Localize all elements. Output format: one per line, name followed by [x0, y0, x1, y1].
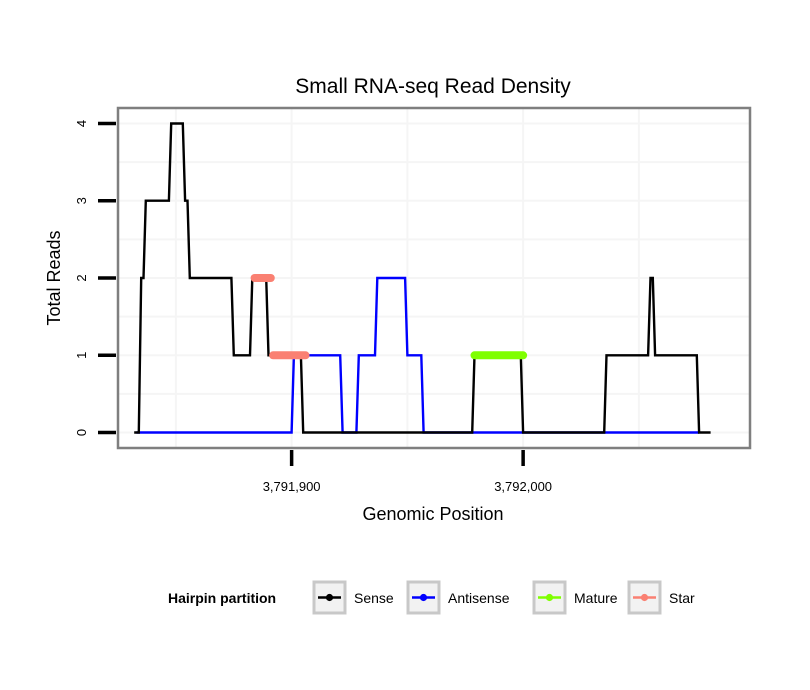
legend-label: Antisense — [448, 590, 510, 606]
y-tick-label: 0 — [74, 429, 89, 436]
legend-key-point — [419, 593, 428, 602]
y-tick-label: 2 — [74, 274, 89, 281]
x-axis-title: Genomic Position — [362, 504, 503, 524]
legend-item-antisense: Antisense — [406, 580, 510, 615]
x-axis: 3,791,900 3,792,000 — [263, 450, 552, 494]
legend: Hairpin partition Sense Antisense Mature St… — [168, 580, 695, 615]
y-tick-label: 4 — [74, 120, 89, 127]
legend-label: Mature — [574, 590, 618, 606]
y-tick-label: 3 — [74, 197, 89, 204]
x-tick-label: 3,791,900 — [263, 479, 321, 494]
chart-title: Small RNA-seq Read Density — [295, 75, 571, 98]
legend-key-point — [640, 593, 649, 602]
series-layer — [134, 122, 711, 434]
legend-item-star: Star — [627, 580, 695, 615]
legend-title: Hairpin partition — [168, 590, 276, 606]
x-tick-label: 3,792,000 — [494, 479, 552, 494]
sense-line — [134, 122, 711, 434]
legend-label: Star — [669, 590, 695, 606]
legend-item-sense: Sense — [312, 580, 394, 615]
legend-key-point — [325, 593, 334, 602]
y-axis-title: Total Reads — [44, 230, 64, 325]
legend-item-mature: Mature — [532, 580, 618, 615]
y-axis: 0 1 2 3 4 — [74, 120, 116, 436]
legend-key-point — [545, 593, 554, 602]
plot-panel-border — [116, 106, 752, 450]
legend-label: Sense — [354, 590, 394, 606]
y-tick-label: 1 — [74, 352, 89, 359]
